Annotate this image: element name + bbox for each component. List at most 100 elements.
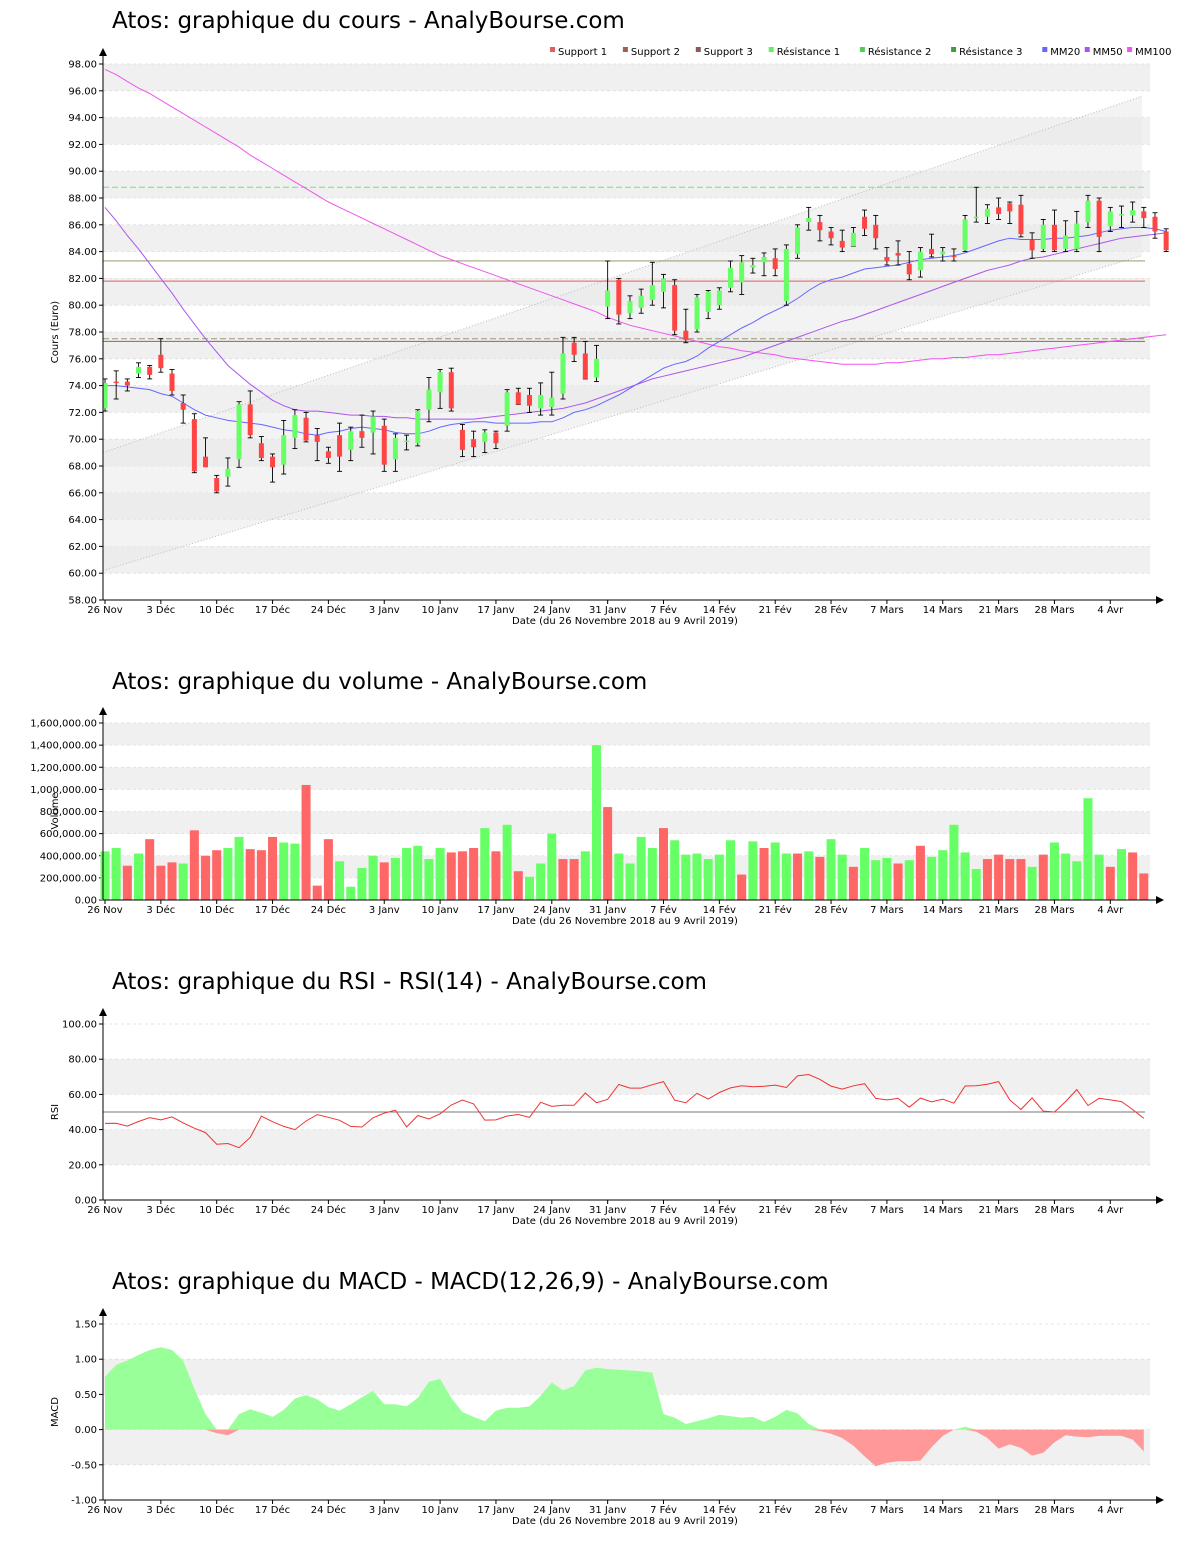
x-tick-label: 3 Janv: [369, 1205, 400, 1216]
y-tick-label: 100.00: [62, 1020, 97, 1031]
x-tick-label: 28 Fév: [814, 1204, 847, 1216]
x-tick-label: 4 Avr: [1097, 1505, 1124, 1516]
y-tick-label: 92.00: [68, 140, 97, 151]
candle-up: [136, 366, 142, 374]
y-tick-label: 98.00: [68, 60, 97, 71]
candle-down: [493, 432, 499, 444]
candle-up: [437, 372, 443, 393]
x-tick-label: 24 Janv: [533, 1205, 570, 1216]
x-tick-label: 17 Janv: [477, 1205, 514, 1216]
candle-down: [996, 207, 1002, 215]
x-tick-label: 26 Nov: [87, 905, 123, 916]
x-tick-label: 10 Janv: [421, 1205, 458, 1216]
volume-bar: [681, 854, 691, 900]
candle-down: [270, 456, 276, 468]
y-tick-label: 80.00: [68, 1055, 97, 1066]
y-axis-arrow: [99, 1308, 107, 1316]
volume-bar: [1094, 854, 1104, 900]
y-tick-label: 72.00: [68, 408, 97, 419]
x-tick-label: 7 Fév: [650, 904, 677, 916]
volume-bar: [335, 861, 345, 900]
y-tick-label: 600,000.00: [40, 829, 97, 840]
x-tick-label: 10 Déc: [199, 904, 234, 916]
candle-up: [1074, 223, 1080, 249]
candle-down: [191, 419, 197, 472]
volume-bar: [234, 836, 244, 900]
candle-down: [381, 425, 387, 465]
volume-bar: [1072, 861, 1082, 900]
x-tick-label: 10 Janv: [421, 905, 458, 916]
mm100-line: [104, 68, 1167, 365]
candle-up: [761, 256, 767, 263]
y-tick-label: 60.00: [68, 569, 97, 580]
y-tick-label: 20.00: [68, 1160, 97, 1171]
volume-bar: [111, 848, 121, 900]
y-tick-label: 1,400,000.00: [30, 741, 97, 752]
volume-bar: [994, 854, 1004, 900]
y-tick-label: 96.00: [68, 86, 97, 97]
candle-up: [538, 394, 544, 409]
legend-swatch: [550, 47, 555, 52]
volume-bar: [201, 855, 211, 900]
x-tick-label: 10 Janv: [421, 1505, 458, 1516]
candle-down: [672, 285, 678, 331]
x-tick-label: 21 Mars: [979, 605, 1019, 616]
x-tick-label: 17 Déc: [255, 604, 290, 616]
y-tick-label: 60.00: [68, 1090, 97, 1101]
x-tick-label: 28 Fév: [814, 1504, 847, 1516]
x-tick-label: 31 Janv: [589, 905, 626, 916]
volume-chart: 0.00 200,000.00 400,000.00 600,000.00 800,00…: [30, 707, 1164, 927]
x-tick-label: 17 Déc: [255, 1204, 290, 1216]
x-tick-label: 3 Janv: [369, 605, 400, 616]
candle-down: [214, 478, 220, 492]
x-tick-label: 14 Fév: [703, 904, 736, 916]
volume-bar: [357, 867, 367, 900]
candle-up: [917, 251, 923, 271]
x-tick-label: 4 Avr: [1097, 605, 1124, 616]
candle-down: [772, 258, 778, 270]
volume-bar: [848, 866, 858, 900]
candle-down: [258, 443, 264, 458]
x-tick-label: 10 Janv: [421, 605, 458, 616]
y-tick-label: 94.00: [68, 113, 97, 124]
candle-down: [158, 354, 164, 369]
candle-up: [1063, 235, 1069, 249]
candle-up: [973, 216, 979, 219]
x-tick-label: 26 Nov: [87, 605, 123, 616]
x-tick-label: 28 Fév: [814, 604, 847, 616]
x-tick-label: 28 Mars: [1034, 1205, 1074, 1216]
x-tick-label: 7 Fév: [650, 1504, 677, 1516]
volume-bar: [915, 845, 925, 900]
x-axis-title: Date (du 26 Novembre 2018 au 9 Avril 201…: [512, 916, 738, 927]
candle-down: [1163, 231, 1169, 251]
x-tick-label: 14 Fév: [703, 1204, 736, 1216]
x-tick-label: 10 Déc: [199, 604, 234, 616]
volume-chart-title: Atos: graphique du volume - AnalyBourse.…: [112, 669, 648, 695]
x-tick-label: 21 Fév: [759, 904, 792, 916]
legend-label: Résistance 3: [959, 46, 1022, 58]
y-tick-label: -1.00: [71, 1496, 97, 1507]
x-tick-label: 17 Janv: [477, 605, 514, 616]
volume-bar: [301, 784, 311, 900]
y-tick-label: 84.00: [68, 247, 97, 258]
x-tick-label: 14 Fév: [703, 604, 736, 616]
volume-bar: [469, 848, 479, 900]
y-axis-title: Cours (Euro): [50, 301, 61, 364]
y-tick-label: 62.00: [68, 542, 97, 553]
x-tick-label: 31 Janv: [589, 605, 626, 616]
y-tick-label: 64.00: [68, 515, 97, 526]
candle-up: [605, 290, 611, 307]
volume-bar: [781, 853, 791, 900]
x-tick-label: 26 Nov: [87, 1505, 123, 1516]
grid-band: [103, 64, 1150, 91]
volume-bar: [1027, 866, 1037, 900]
candle-up: [850, 232, 856, 247]
legend-swatch: [1127, 47, 1133, 52]
x-tick-label: 7 Fév: [650, 604, 677, 616]
volume-bar: [659, 828, 668, 900]
volume-bar: [714, 854, 724, 900]
candle-down: [448, 372, 454, 409]
macd-chart: -1.00 -0.50 0.00 0.50 1.00 1.50 26 Nov 3 Déc 10 …: [50, 1308, 1164, 1527]
x-axis-arrow: [1156, 596, 1164, 604]
candle-up: [984, 208, 990, 217]
